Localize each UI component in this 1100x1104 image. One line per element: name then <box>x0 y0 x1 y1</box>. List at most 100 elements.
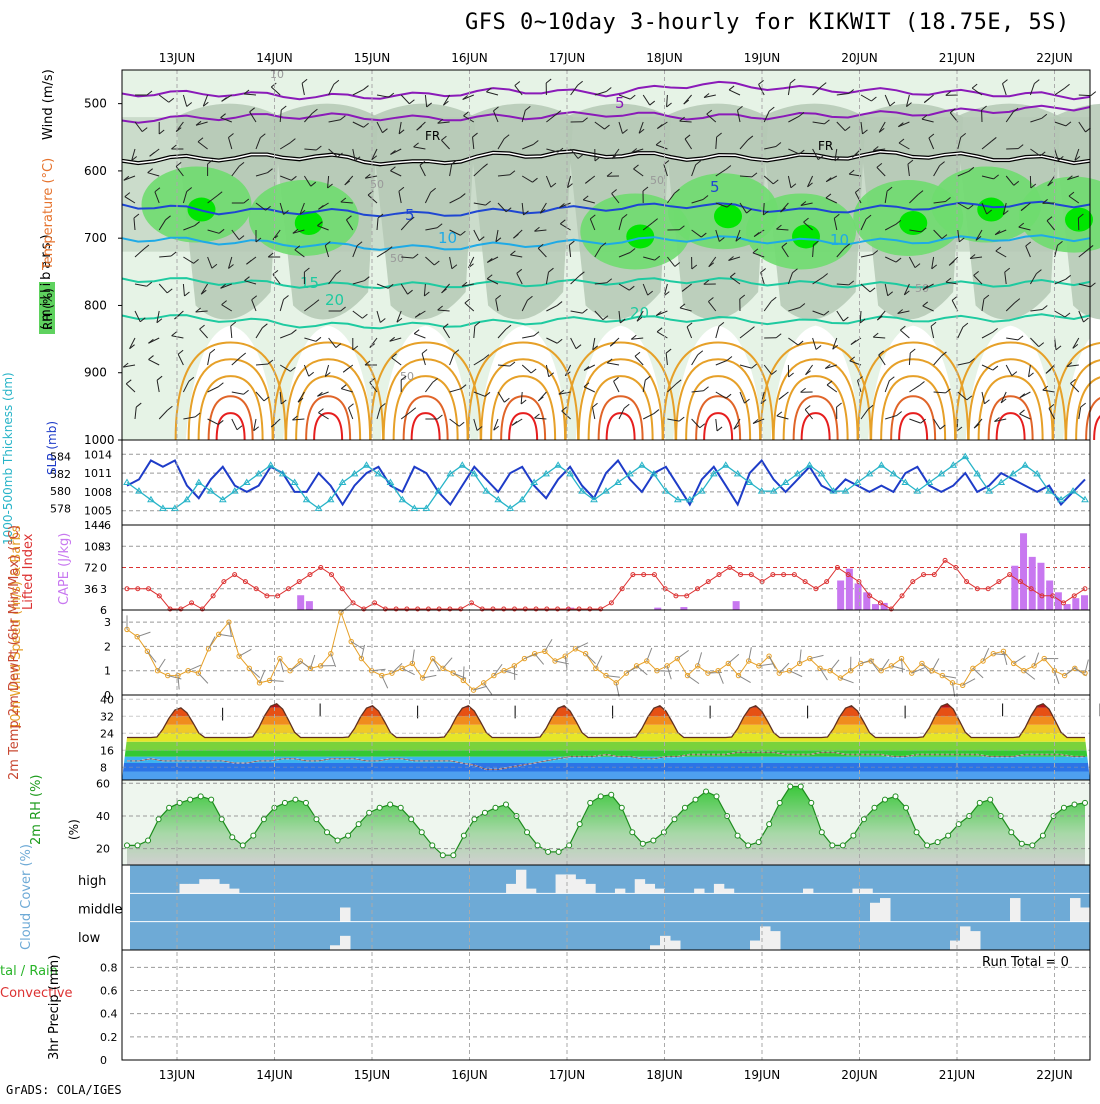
rh-marker <box>1040 833 1045 838</box>
slp-tick: 1008 <box>84 486 112 499</box>
contour-label: 10 <box>438 229 457 247</box>
rh-marker <box>303 800 308 805</box>
slp-tick: 1014 <box>84 448 112 461</box>
slp-tick: 1011 <box>84 467 112 480</box>
panel-bg-3 <box>122 610 1090 695</box>
rh-tick: 60 <box>96 777 110 790</box>
cape-tick: 72 <box>84 562 98 575</box>
cape-bar <box>1081 595 1088 610</box>
rh-marker <box>756 840 761 845</box>
rh-marker <box>482 810 487 815</box>
rh-marker <box>798 784 803 789</box>
cloud-clear-cell <box>645 884 655 893</box>
rh-marker <box>472 817 477 822</box>
rh-marker <box>851 833 856 838</box>
temp-band <box>122 750 1090 756</box>
cloud-clear-cell <box>655 889 665 894</box>
rh-marker <box>325 830 330 835</box>
rh-marker <box>746 843 751 848</box>
cape-tick: 144 <box>84 519 105 532</box>
rh-marker <box>556 849 561 854</box>
rh-marker <box>461 833 466 838</box>
cloud-clear-cell <box>585 884 595 893</box>
cloud-clear-cell <box>862 889 872 894</box>
rh-marker <box>398 805 403 810</box>
cloud-clear-cell <box>660 936 671 950</box>
upper-air-axis-labels: RH (%)(millibars)Temperature (°C)Wind (m… <box>39 69 56 334</box>
rh-marker <box>946 833 951 838</box>
rh-max-blob <box>899 211 927 235</box>
cloud-clear-cell <box>179 884 189 893</box>
date-label-bottom: 14JUN <box>256 1068 293 1082</box>
cape-bar <box>855 583 862 610</box>
date-label-top: 22JUN <box>1036 51 1073 65</box>
date-label-top: 15JUN <box>354 51 391 65</box>
rh-marker <box>714 794 719 799</box>
cape-bar <box>837 580 844 610</box>
rh-marker <box>788 784 793 789</box>
contour-label: 20 <box>325 291 344 309</box>
rh-marker <box>156 817 161 822</box>
pressure-tick: 500 <box>84 97 107 111</box>
slp-axis-label: SLP (mb) <box>45 421 59 475</box>
temp-band <box>122 742 1090 751</box>
rh-marker <box>440 853 445 858</box>
rh-marker <box>672 817 677 822</box>
cape-bar <box>1029 557 1036 610</box>
lifted-tick: 3 <box>100 583 107 596</box>
rh-marker <box>335 838 340 843</box>
cloud-clear-cell <box>340 936 351 950</box>
cape-tick: 108 <box>84 540 105 553</box>
cloud-clear-cell <box>229 889 239 894</box>
date-label-bottom: 17JUN <box>549 1068 586 1082</box>
cape-tick: 36 <box>84 583 98 596</box>
date-label-top: 20JUN <box>841 51 878 65</box>
cloud-clear-cell <box>714 884 724 893</box>
pressure-tick: 900 <box>84 366 107 380</box>
cloud-clear-cell <box>950 941 961 950</box>
cloud-row-label: low <box>78 931 101 946</box>
rh-marker <box>598 794 603 799</box>
rh-marker <box>640 841 645 846</box>
cloud-clear-cell <box>1080 908 1091 922</box>
cape-bar <box>1046 580 1053 610</box>
rh-marker <box>240 843 245 848</box>
rh-marker <box>809 800 814 805</box>
wind-tick: 2 <box>104 640 111 653</box>
rh-marker <box>346 833 351 838</box>
wind-tick: 1 <box>104 665 111 678</box>
rh-marker <box>840 843 845 848</box>
rh-marker <box>198 794 203 799</box>
rh-marker <box>682 805 687 810</box>
rh-marker <box>314 817 319 822</box>
date-label-top: 14JUN <box>256 51 293 65</box>
thickness-axis-label: 1000-500mb Thickness (dm) <box>1 372 15 545</box>
cloud-clear-cell <box>209 879 219 893</box>
temp-tick: 16 <box>100 744 114 757</box>
rh-marker <box>219 817 224 822</box>
date-label-top: 13JUN <box>159 51 196 65</box>
wind-axis-label-upper: Wind (m/s) <box>41 69 56 140</box>
rh-marker <box>135 843 140 848</box>
cloud-clear-cell <box>516 870 526 894</box>
cloud-clear-cell <box>1070 898 1081 922</box>
cape-axis-label: CAPE (J/kg) <box>57 533 72 605</box>
rh-marker <box>282 800 287 805</box>
date-label-top: 19JUN <box>744 51 781 65</box>
cloud-clear-cell <box>1010 898 1021 922</box>
rh-marker <box>893 794 898 799</box>
rh-marker <box>830 843 835 848</box>
run-total: Run Total = 0 <box>982 955 1069 970</box>
rh-marker <box>861 817 866 822</box>
date-label-top: 16JUN <box>451 51 488 65</box>
grads-credit: GrADS: COLA/IGES <box>6 1083 122 1097</box>
rh-marker <box>914 830 919 835</box>
rh-marker <box>546 849 551 854</box>
rh-marker <box>935 840 940 845</box>
rh-marker <box>588 800 593 805</box>
contour-label: 50 <box>650 174 664 187</box>
rh-marker <box>1083 800 1088 805</box>
